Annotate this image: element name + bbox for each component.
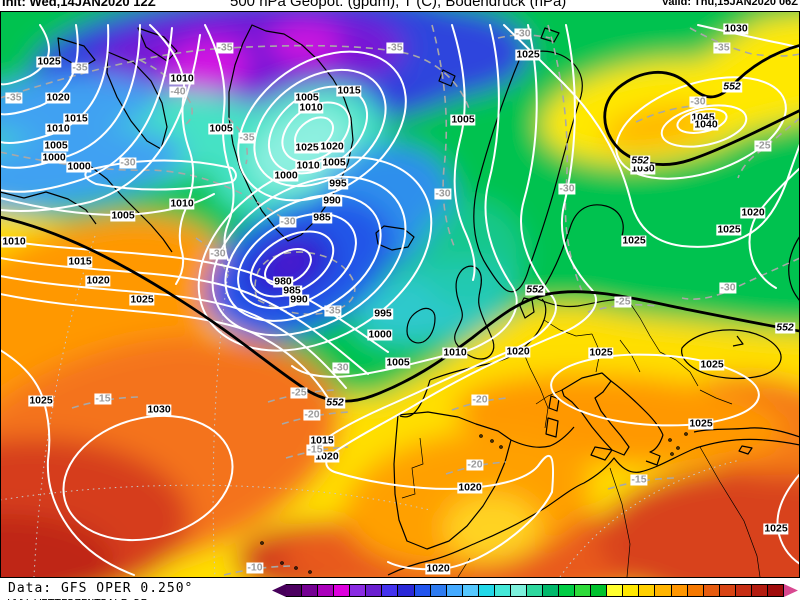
weather-map-svg [0, 11, 800, 578]
colorbar-right-arrow [783, 584, 798, 597]
colorbar-cell [318, 584, 335, 597]
colorbar-cell [446, 584, 463, 597]
colorbar-cell [735, 584, 752, 597]
colorbar-cell [526, 584, 543, 597]
turkey-coastline [693, 427, 800, 438]
colorbar-cell [398, 584, 415, 597]
colorbar-cell [462, 584, 479, 597]
colorbar-cell [414, 584, 431, 597]
init-time-label: Init: Wed,14JAN2020 12Z [2, 0, 156, 9]
colorbar-cell [559, 584, 576, 597]
sicily-coastline [590, 446, 613, 461]
britain-coastline [454, 265, 495, 360]
colorbar-cell [687, 584, 704, 597]
chart-title: 500 hPa Geopot. (gpdm), T (C), Bodendruc… [230, 0, 567, 10]
colorbar-cell [334, 584, 351, 597]
weather-map [0, 11, 800, 578]
chart-footer: Data: GFS OPER 0.250° WWW.WETTERZENTRALE… [0, 578, 800, 600]
colorbar-cell [607, 584, 624, 597]
colorbar-cell [366, 584, 383, 597]
colorbar-cell [623, 584, 640, 597]
colorbar-cell [478, 584, 495, 597]
valid-time-label: Valid: Thu,15JAN2020 06Z [661, 0, 798, 8]
colorbar-cell [430, 584, 447, 597]
ireland-coastline [406, 307, 436, 344]
colorbar-left-arrow [272, 584, 286, 597]
colorbar-cell [543, 584, 560, 597]
colorbar-cell [575, 584, 592, 597]
colorbar-cell [703, 584, 720, 597]
riviera-coastline [510, 426, 575, 448]
colorbar-cell [719, 584, 736, 597]
black-sea-coastline [681, 329, 782, 380]
colorbar-cell [510, 584, 527, 597]
colorbar-cell [286, 584, 303, 597]
caspian-coastline [788, 235, 800, 303]
watermark-text: WWW.WETTERZENTRALE.DE [8, 597, 147, 600]
colorbar-cell [591, 584, 608, 597]
scandinavia-coastline [473, 50, 583, 293]
colorbar-cell [302, 584, 319, 597]
colorbar-cell [494, 584, 511, 597]
country-borders [401, 299, 761, 578]
labrador-coastline [89, 165, 173, 253]
colorbar-cell [382, 584, 399, 597]
colorbar-cell [751, 584, 768, 597]
colorbar-cell [639, 584, 656, 597]
colorbar-cell [350, 584, 367, 597]
temperature-fill [0, 11, 800, 578]
data-source-text: Data: GFS OPER 0.250° [8, 581, 194, 596]
balkan-coastline [610, 380, 664, 436]
greece-coastline [645, 434, 664, 466]
colorbar-cell [655, 584, 672, 597]
africa-coastline [387, 438, 800, 576]
chart-header: Init: Wed,14JAN2020 12Z 500 hPa Geopot. … [0, 0, 800, 11]
temperature-colorbar [272, 584, 798, 597]
colorbar-cell [767, 584, 784, 597]
baltic-coastline [535, 204, 624, 299]
iberia-coastline [393, 411, 512, 550]
colorbar-cell [671, 584, 688, 597]
